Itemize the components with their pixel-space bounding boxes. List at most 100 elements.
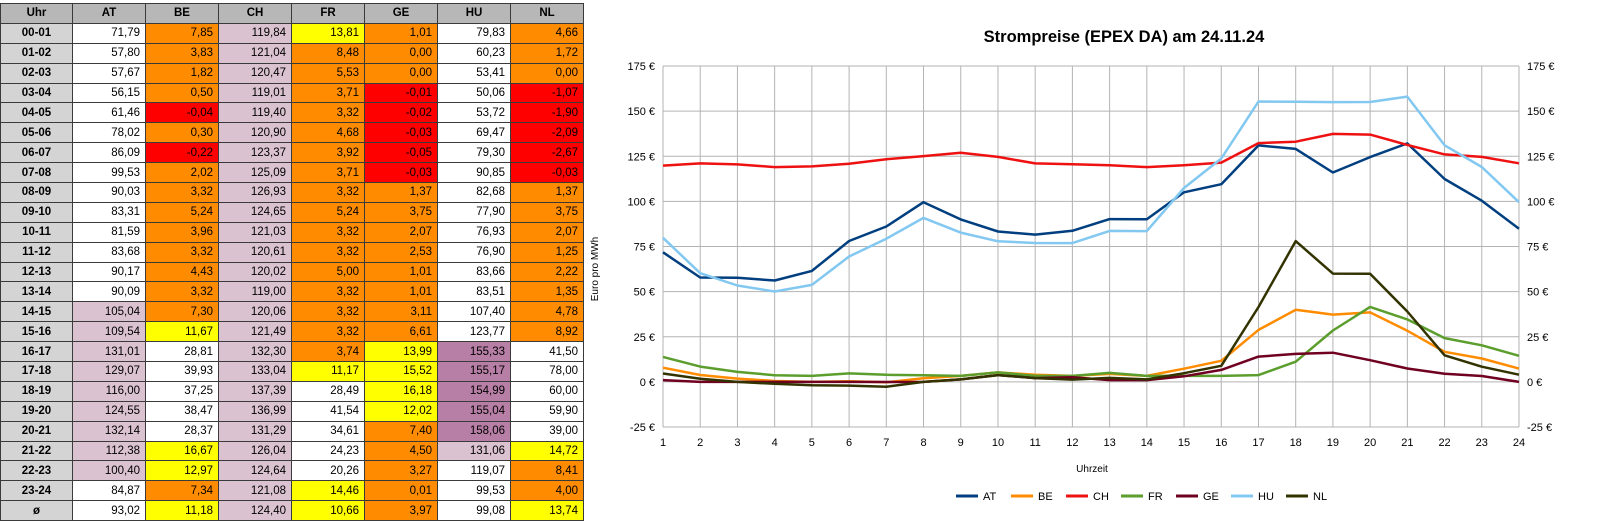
price-cell: 60,23 [437,42,511,64]
y-tick-label-left: 125 € [627,151,655,163]
x-tick-label: 14 [1141,437,1153,449]
price-cell: 3,83 [145,42,219,64]
price-cell: 3,32 [291,321,365,343]
price-cell: 158,06 [437,420,511,442]
y-tick-label-right: 50 € [1527,287,1548,299]
price-cell: 4,66 [510,22,584,44]
price-cell: 5,24 [145,201,219,223]
price-cell: 1,82 [145,62,219,84]
price-cell: 124,64 [218,460,292,482]
x-tick-label: 17 [1252,437,1264,449]
table-row: 11-12 83,68 3,32 120,61 3,32 2,53 76,90 1,25 [0,241,584,263]
price-cell: 79,30 [437,142,511,164]
table-row: 10-11 81,59 3,96 121,03 3,32 2,07 76,93 2,07 [0,221,584,243]
price-cell: -0,03 [510,162,584,184]
x-tick-label: 18 [1290,437,1302,449]
price-cell: 100,40 [72,460,146,482]
price-cell: 4,78 [510,301,584,323]
price-cell: 3,32 [291,241,365,263]
series-lines [662,95,1520,388]
price-cell: -0,02 [364,102,438,124]
x-axis-ticks: 1 2 3 4 5 6 7 8 9 10 11 12 13 14 15 16 17 18 19 20 21 22 23 24 [660,437,1525,449]
price-cell: 109,54 [72,321,146,343]
price-cell: 3,32 [291,281,365,303]
x-tick-label: 13 [1103,437,1115,449]
price-cell: 5,00 [291,261,365,283]
price-cell: 79,83 [437,22,511,44]
price-cell: 90,85 [437,162,511,184]
price-cell: 16,67 [145,440,219,462]
price-cell: 120,61 [218,241,292,263]
chart-title: Strompreise (EPEX DA) am 24.11.24 [984,28,1265,46]
price-cell: 90,17 [72,261,146,283]
table-row: ø 93,02 11,18 124,40 10,66 3,97 99,08 13,74 [0,500,584,522]
price-cell: 57,67 [72,62,146,84]
price-cell: 129,07 [72,361,146,382]
price-cell: 20,26 [291,460,365,482]
price-cell: 3,32 [291,102,365,124]
price-cell: 131,29 [218,420,292,442]
price-cell: 155,33 [437,341,511,363]
price-cell: 131,06 [437,440,511,462]
column-header-hu: HU [437,3,511,24]
price-cell: 7,85 [145,22,219,44]
series-line-at [662,142,1520,282]
table-row: 14-15 105,04 7,30 120,06 3,32 3,11 107,40 4,78 [0,301,584,323]
price-cell: -0,05 [364,142,438,164]
x-tick-label: 23 [1476,437,1488,449]
price-cell: 3,71 [291,162,365,184]
y-tick-label-left: 75 € [634,242,655,254]
price-cell: 131,01 [72,341,146,363]
price-cell: 7,34 [145,480,219,502]
column-header-uhr: Uhr [0,3,73,24]
price-cell: 8,41 [510,460,584,482]
series-line-be [662,308,1520,384]
table-header-row: Uhr AT BE CH FR GE HU NL [0,3,584,24]
table-row: 04-05 61,46 -0,04 119,40 3,32 -0,02 53,72 -1,90 [0,102,584,124]
price-cell: 7,30 [145,301,219,323]
row-hour-label: 19-20 [0,400,73,422]
price-cell: 11,67 [145,321,219,343]
price-cell: 39,93 [145,361,219,382]
legend-label-ge: GE [1203,491,1219,503]
price-cell: 8,48 [291,42,365,64]
price-cell: 78,02 [72,122,146,144]
price-cell: 57,80 [72,42,146,64]
price-cell: 12,02 [364,400,438,422]
row-hour-label: 00-01 [0,22,73,44]
table-row: 01-02 57,80 3,83 121,04 8,48 0,00 60,23 1,72 [0,42,584,64]
price-cell: 39,00 [510,420,584,442]
price-cell: 119,00 [218,281,292,303]
row-hour-label: 12-13 [0,261,73,283]
x-tick-label: 24 [1513,437,1525,449]
row-hour-label: 13-14 [0,281,73,303]
price-cell: 83,51 [437,281,511,303]
row-hour-label: 05-06 [0,122,73,144]
series-line-nl [662,239,1520,388]
price-cell: 4,43 [145,261,219,283]
y-tick-label-right: 25 € [1527,332,1548,344]
table-row: 21-22 112,38 16,67 126,04 24,23 4,50 131,06 14,… [0,440,584,462]
price-cell: 93,02 [72,500,146,522]
y-axis-right-ticks: -25 € 0 € 25 € 50 € 75 € 100 € 125 € 150 € 175 € [1527,61,1555,434]
price-cell: 0,01 [364,480,438,502]
table-row: 20-21 132,14 28,37 131,29 34,61 7,40 158,06 39,… [0,420,584,442]
price-cell: 3,75 [510,201,584,223]
price-cell: 136,99 [218,400,292,422]
price-cell: 69,47 [437,122,511,144]
price-cell: 4,68 [291,122,365,144]
price-cell: 126,04 [218,440,292,462]
table-row: 05-06 78,02 0,30 120,90 4,68 -0,03 69,47 -2,09 [0,122,584,144]
price-table: Uhr AT BE CH FR GE HU NL 00-01 71,79 7,85 119,84 13… [0,3,584,522]
price-cell: 137,39 [218,380,292,402]
price-cell: 13,99 [364,341,438,363]
price-cell: 2,07 [510,221,584,243]
price-cell: 0,50 [145,82,219,104]
price-cell: 13,81 [291,22,365,44]
table-row: 18-19 116,00 37,25 137,39 28,49 16,18 154,99 60… [0,380,584,402]
price-cell: 123,77 [437,321,511,343]
column-header-ge: GE [364,3,438,24]
price-cell: 119,07 [437,460,511,482]
row-hour-label: 02-03 [0,62,73,84]
row-hour-label: 10-11 [0,221,73,243]
